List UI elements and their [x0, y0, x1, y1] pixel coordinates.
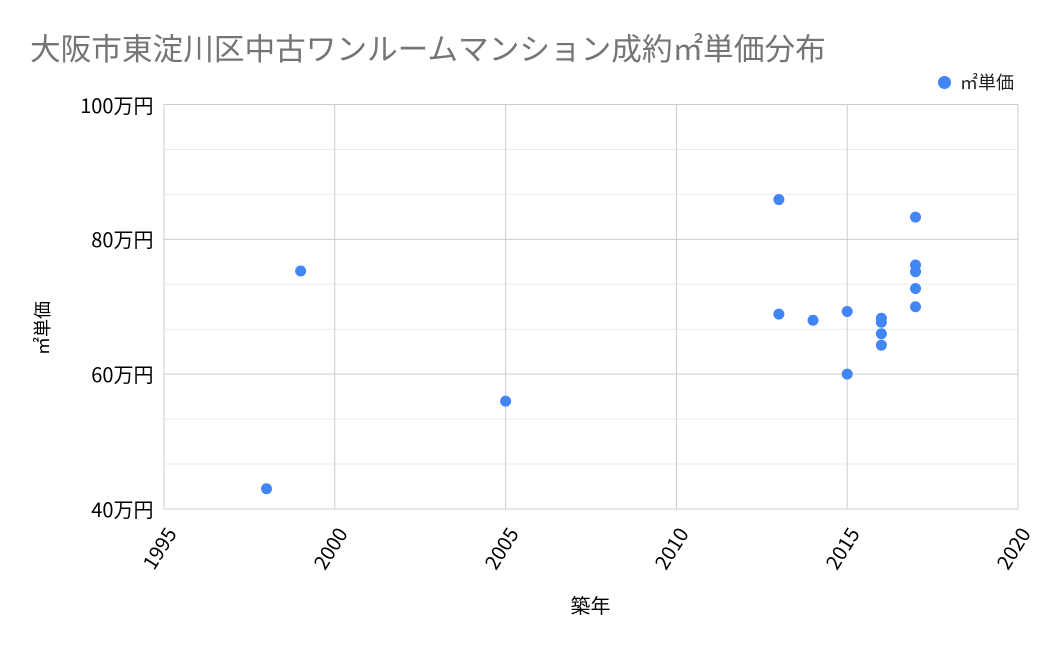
data-point[interactable]: [260, 483, 272, 495]
y-tick-label: 60万円: [91, 359, 154, 389]
y-tick-label: 40万円: [91, 494, 154, 523]
chart-title: 大阪市東淀川区中古ワンルームマンション成約㎡単価分布: [30, 24, 826, 69]
data-point[interactable]: [841, 305, 853, 317]
data-point[interactable]: [910, 301, 922, 313]
data-point[interactable]: [773, 194, 785, 206]
data-point[interactable]: [875, 339, 887, 351]
data-point[interactable]: [875, 316, 887, 328]
y-axis-title: ㎡単価: [28, 301, 55, 355]
data-point[interactable]: [910, 283, 922, 295]
y-tick-label: 80万円: [91, 224, 154, 254]
data-point[interactable]: [841, 368, 853, 380]
data-point[interactable]: [910, 211, 922, 223]
legend-label: ㎡単価: [960, 69, 1014, 95]
legend-marker-icon: [938, 75, 951, 89]
data-point[interactable]: [910, 266, 922, 278]
legend: ㎡単価: [938, 72, 1050, 92]
y-tick-label: 100万円: [80, 89, 154, 119]
data-point[interactable]: [875, 328, 887, 340]
data-point[interactable]: [295, 265, 307, 277]
data-point[interactable]: [500, 395, 512, 407]
data-point[interactable]: [807, 314, 819, 326]
data-point[interactable]: [773, 308, 785, 320]
x-axis-title: 築年: [570, 589, 611, 619]
